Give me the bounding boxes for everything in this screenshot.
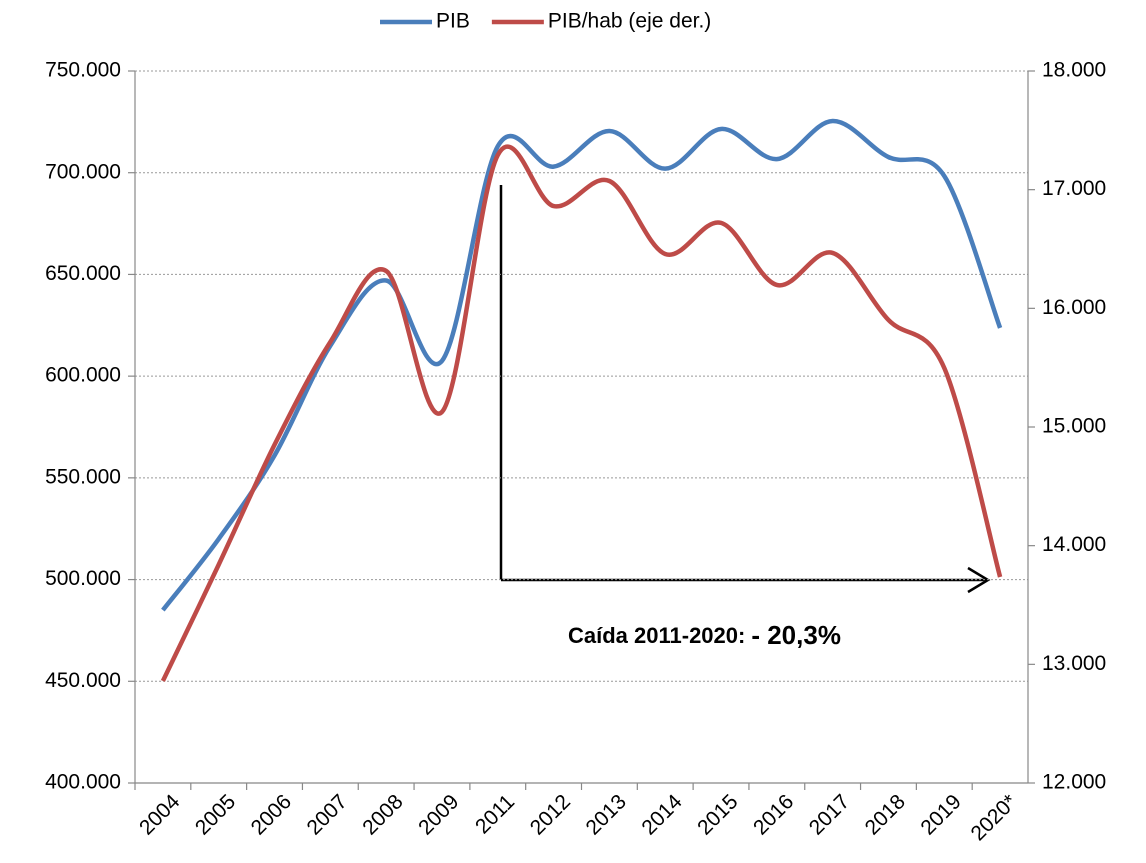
x-tick-label: 2008 [358, 790, 407, 839]
y2-tick-label: 13.000 [1042, 652, 1106, 675]
x-tick-label: 2009 [414, 790, 463, 839]
x-tick-label: 2006 [247, 790, 296, 839]
y-tick-label: 550.000 [45, 465, 121, 488]
x-tick-label: 2018 [861, 790, 910, 839]
y2-tick-label: 18.000 [1042, 59, 1106, 82]
y2-tick-label: 17.000 [1042, 177, 1106, 200]
x-tick-label: 2012 [526, 790, 575, 839]
y-tick-label: 750.000 [45, 59, 121, 82]
x-tick-label: 2007 [303, 790, 352, 839]
x-tick-label: 2020* [966, 790, 1021, 845]
series-line [160, 144, 1003, 682]
x-tick-label: 2011 [471, 790, 519, 838]
x-tick-label: 2014 [637, 790, 687, 840]
x-tick-label: 2016 [749, 790, 798, 839]
series-line [161, 118, 1003, 612]
y-tick-label: 450.000 [45, 669, 121, 692]
y-tick-label: 650.000 [45, 262, 121, 285]
y2-tick-label: 14.000 [1042, 533, 1106, 556]
y-tick-label: 500.000 [45, 567, 121, 590]
x-tick-label: 2013 [582, 790, 631, 839]
y-tick-label: 600.000 [45, 364, 121, 387]
y2-tick-label: 16.000 [1042, 296, 1106, 319]
x-tick-label: 2017 [805, 790, 854, 839]
annotation: Caída 2011-2020: - 20,3% [568, 620, 841, 650]
x-tick-label: 2004 [135, 790, 185, 840]
legend-label: PIB/hab (eje der.) [548, 10, 711, 33]
x-tick-label: 2015 [693, 790, 742, 839]
y-tick-label: 700.000 [45, 160, 121, 183]
x-tick-label: 2019 [916, 790, 965, 839]
annotation-label: Caída 2011-2020: [568, 623, 745, 648]
y-tick-label: 400.000 [45, 771, 121, 794]
x-tick-label: 2005 [191, 790, 240, 839]
y2-tick-label: 15.000 [1042, 415, 1106, 438]
annotation-value: - 20,3% [751, 620, 841, 650]
legend-label: PIB [436, 10, 470, 33]
y2-tick-label: 12.000 [1042, 771, 1106, 794]
